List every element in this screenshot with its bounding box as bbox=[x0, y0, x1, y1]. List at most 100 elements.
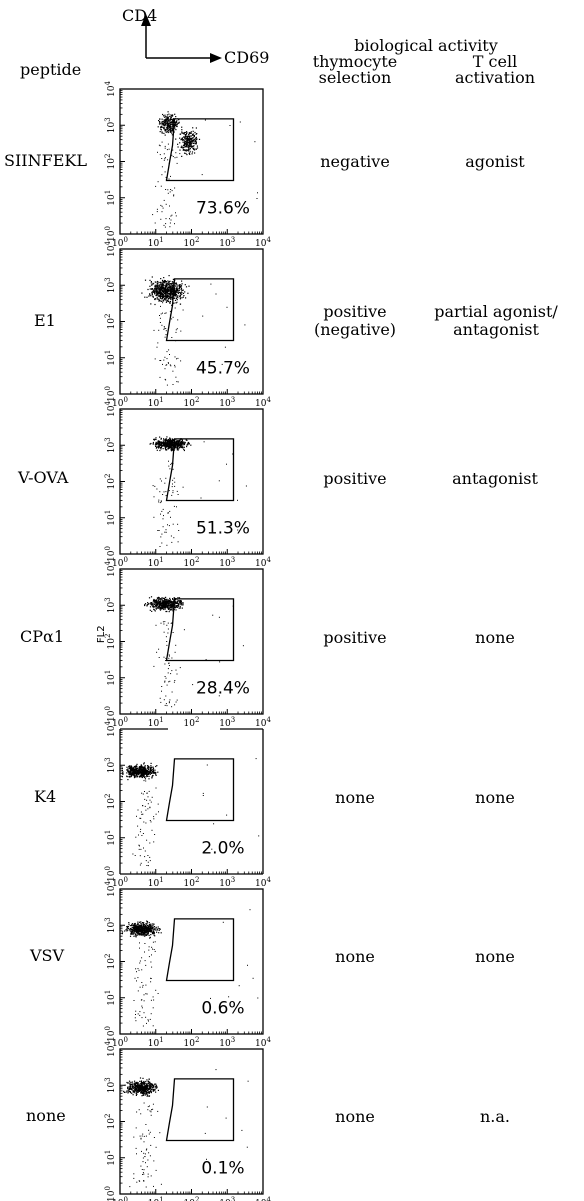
cell-event-dot bbox=[149, 285, 151, 287]
cell-event-dot bbox=[168, 439, 170, 441]
cell-event-dot bbox=[184, 134, 186, 136]
cell-event-dot bbox=[159, 317, 161, 319]
peptide-label-none: none bbox=[26, 1106, 66, 1125]
cell-event-dot bbox=[150, 442, 152, 445]
cell-event-dot bbox=[175, 152, 177, 154]
cell-event-dot bbox=[191, 142, 193, 144]
cell-event-dot bbox=[195, 140, 197, 142]
cell-event-dot bbox=[160, 185, 162, 187]
cell-event-dot bbox=[174, 124, 176, 126]
cell-event-dot bbox=[194, 143, 196, 145]
cell-event-dot bbox=[156, 284, 159, 286]
cell-event-dot bbox=[134, 927, 136, 929]
cell-event-dot bbox=[140, 772, 142, 774]
cell-event-dot bbox=[225, 1117, 227, 1119]
cell-event-dot bbox=[159, 288, 161, 290]
cell-event-dot bbox=[136, 772, 138, 774]
cell-event-dot bbox=[149, 807, 151, 809]
cell-event-dot bbox=[163, 631, 165, 633]
cell-event-dot bbox=[133, 935, 135, 937]
cell-event-dot bbox=[143, 928, 146, 931]
y-tick-label: 103 bbox=[104, 437, 117, 453]
cell-event-dot bbox=[155, 442, 157, 444]
cell-event-dot bbox=[139, 1084, 141, 1086]
cell-event-dot bbox=[132, 1085, 134, 1087]
cell-event-dot bbox=[146, 1085, 148, 1087]
cell-event-dot bbox=[169, 605, 171, 607]
cell-event-dot bbox=[144, 1153, 146, 1155]
cell-event-dot bbox=[172, 122, 175, 124]
cell-event-dot bbox=[153, 1185, 154, 1187]
cell-event-dot bbox=[164, 336, 166, 338]
cell-event-dot bbox=[168, 115, 170, 117]
cell-event-dot bbox=[174, 485, 176, 487]
cell-event-dot bbox=[168, 293, 170, 295]
cell-event-dot bbox=[158, 445, 160, 447]
cell-event-dot bbox=[131, 1084, 133, 1086]
cell-event-dot bbox=[175, 445, 177, 447]
thymocyte-selection-cpa1: positive bbox=[323, 628, 387, 647]
cell-event-dot bbox=[170, 175, 171, 177]
cell-event-dot bbox=[180, 443, 182, 445]
cell-event-dot bbox=[166, 358, 168, 360]
cell-event-dot bbox=[145, 1085, 147, 1087]
cell-event-dot bbox=[146, 927, 148, 930]
cell-event-dot bbox=[165, 364, 167, 366]
cell-event-dot bbox=[157, 603, 159, 605]
cell-event-dot bbox=[158, 657, 160, 658]
cell-event-dot bbox=[163, 126, 165, 129]
cell-event-dot bbox=[164, 448, 167, 450]
cell-event-dot bbox=[183, 295, 185, 297]
cell-event-dot bbox=[166, 624, 168, 626]
cell-event-dot bbox=[151, 610, 153, 612]
cell-event-dot bbox=[173, 297, 175, 299]
cell-event-dot bbox=[167, 131, 169, 133]
cell-event-dot bbox=[165, 285, 167, 287]
cell-event-dot bbox=[142, 986, 144, 988]
cell-event-dot bbox=[249, 909, 251, 911]
cell-event-dot bbox=[169, 123, 171, 125]
cell-event-dot bbox=[161, 166, 163, 168]
cell-event-dot bbox=[134, 855, 136, 856]
cell-event-dot bbox=[157, 294, 159, 296]
cell-event-dot bbox=[175, 116, 177, 118]
cell-event-dot bbox=[148, 1095, 150, 1097]
cell-event-dot bbox=[170, 622, 172, 624]
t-cell-activation-cpa1: none bbox=[475, 628, 515, 647]
cell-event-dot bbox=[168, 465, 170, 467]
cell-event-dot bbox=[161, 445, 163, 447]
y-tick-label: 103 bbox=[104, 277, 117, 293]
cell-event-dot bbox=[183, 149, 185, 151]
cell-event-dot bbox=[129, 930, 131, 932]
cell-event-dot bbox=[140, 923, 142, 925]
cell-event-dot bbox=[172, 283, 174, 285]
cell-event-dot bbox=[155, 287, 157, 289]
cell-event-dot bbox=[188, 147, 190, 149]
cell-event-dot bbox=[203, 441, 205, 443]
y-tick-label: 102 bbox=[104, 1114, 117, 1130]
cell-event-dot bbox=[174, 121, 176, 124]
cell-event-dot bbox=[169, 600, 171, 602]
cell-event-dot bbox=[141, 768, 143, 770]
cell-event-dot bbox=[171, 494, 173, 496]
x-tick-label: 102 bbox=[184, 716, 200, 729]
cell-event-dot bbox=[176, 448, 179, 450]
cell-event-dot bbox=[176, 120, 178, 122]
cell-event-dot bbox=[168, 362, 169, 364]
cell-event-dot bbox=[139, 942, 140, 944]
cell-event-dot bbox=[171, 285, 173, 287]
cell-event-dot bbox=[150, 1092, 152, 1094]
cell-event-dot bbox=[180, 443, 183, 445]
cell-event-dot bbox=[188, 139, 190, 141]
cell-event-dot bbox=[150, 596, 153, 598]
cell-event-dot bbox=[165, 295, 167, 297]
cell-event-dot bbox=[162, 289, 164, 291]
cell-event-dot bbox=[146, 920, 148, 922]
cell-event-dot bbox=[179, 286, 181, 289]
cell-event-dot bbox=[178, 288, 180, 290]
cell-event-dot bbox=[152, 1108, 154, 1110]
cell-event-dot bbox=[165, 312, 167, 314]
cell-event-dot bbox=[137, 934, 139, 936]
cell-event-dot bbox=[172, 129, 174, 131]
cell-event-dot bbox=[175, 599, 177, 601]
